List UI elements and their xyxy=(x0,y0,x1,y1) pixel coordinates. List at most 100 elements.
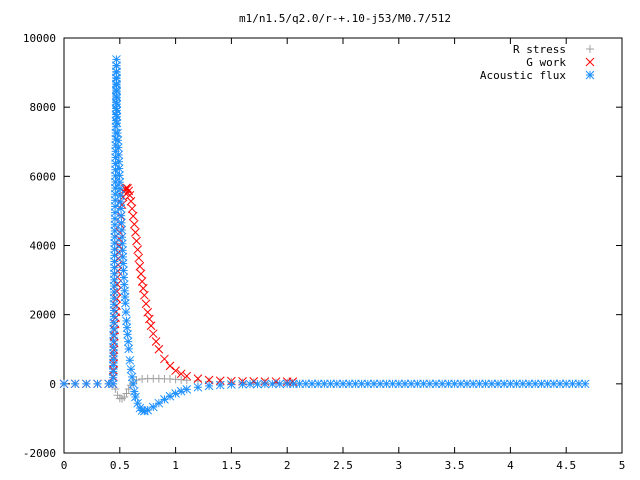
legend-label: G work xyxy=(526,56,566,69)
data-point xyxy=(138,284,148,293)
data-point xyxy=(122,316,131,326)
data-point xyxy=(117,239,127,249)
data-point xyxy=(518,379,528,389)
data-point xyxy=(151,337,161,346)
data-point xyxy=(215,376,225,386)
data-point xyxy=(132,236,141,246)
data-point xyxy=(227,380,236,389)
x-tick-label: 2 xyxy=(284,459,291,472)
x-tick-label: 5 xyxy=(619,459,626,472)
data-point xyxy=(182,371,192,381)
data-point xyxy=(176,369,186,379)
legend-label: Acoustic flux xyxy=(480,69,566,82)
data-point xyxy=(363,379,373,389)
data-point xyxy=(70,379,80,389)
data-point xyxy=(154,344,164,354)
chart-title: m1/n1.5/q2.0/r-+.10-j53/M0.7/512 xyxy=(239,12,451,25)
data-point xyxy=(127,372,137,382)
data-point xyxy=(193,382,203,392)
y-tick-label: 2000 xyxy=(30,309,57,322)
y-tick-label: 8000 xyxy=(30,101,57,114)
data-point xyxy=(110,220,120,230)
data-point xyxy=(468,379,478,389)
data-point xyxy=(137,277,147,286)
data-point xyxy=(282,379,292,389)
x-tick-label: 3 xyxy=(395,459,402,472)
data-point xyxy=(113,136,123,145)
data-point xyxy=(215,380,225,390)
plot-frame-group xyxy=(63,37,623,454)
data-point xyxy=(131,228,140,237)
data-point xyxy=(148,402,158,412)
data-point xyxy=(109,336,118,346)
data-point xyxy=(129,219,139,229)
y-tick-label: 0 xyxy=(49,378,56,391)
legend-marker xyxy=(585,70,595,80)
data-point xyxy=(301,379,311,389)
data-point xyxy=(112,118,122,128)
series-acoustic-flux xyxy=(59,55,590,416)
data-point xyxy=(139,290,149,300)
data-point xyxy=(182,385,192,394)
data-point xyxy=(128,211,138,221)
data-point xyxy=(171,366,180,376)
data-point xyxy=(135,261,145,271)
data-point xyxy=(512,379,521,389)
data-point xyxy=(81,379,91,389)
data-point xyxy=(145,314,154,324)
plot-frame xyxy=(63,37,623,454)
data-point xyxy=(115,171,124,180)
y-tick-label: 6000 xyxy=(30,170,57,183)
data-point xyxy=(123,184,132,193)
data-point xyxy=(113,143,123,152)
data-point xyxy=(93,379,102,389)
ticks-group: 0 0.5 1 1.5 2 2.5 3 3.5 4 4.5 5 -2000 0 2000 4000 6000 8… xyxy=(23,32,625,472)
data-point xyxy=(119,273,129,282)
series-group xyxy=(59,55,590,416)
data-point xyxy=(537,379,546,389)
data-point xyxy=(131,392,140,402)
data-point xyxy=(275,379,285,389)
data-point xyxy=(456,379,466,389)
data-point xyxy=(117,225,127,235)
data-point xyxy=(136,269,146,279)
y-tick-label: -2000 xyxy=(23,447,56,460)
y-tick-label: 10000 xyxy=(23,32,56,45)
data-point xyxy=(126,196,136,206)
x-tick-label: 1.5 xyxy=(221,459,241,472)
data-point xyxy=(118,259,128,268)
data-point xyxy=(123,337,133,346)
data-point xyxy=(112,74,121,83)
legend-marker xyxy=(585,57,595,67)
data-point xyxy=(128,379,138,389)
legend-label: R stress xyxy=(513,43,566,56)
data-point xyxy=(332,379,342,389)
data-point xyxy=(154,398,164,408)
data-point xyxy=(114,157,124,167)
legend-marker xyxy=(586,45,594,53)
series-g-work xyxy=(59,183,298,389)
y-tick-label: 4000 xyxy=(30,240,57,253)
data-point xyxy=(148,329,158,339)
data-point xyxy=(141,299,151,309)
data-point xyxy=(116,204,126,213)
x-tick-label: 3.5 xyxy=(445,459,465,472)
data-point xyxy=(133,245,143,255)
data-point xyxy=(118,394,127,403)
data-point xyxy=(176,386,186,396)
data-point xyxy=(112,80,122,90)
data-point xyxy=(116,211,126,221)
data-point xyxy=(125,355,135,365)
data-point xyxy=(112,93,122,102)
data-point xyxy=(245,379,255,389)
data-point xyxy=(119,266,128,275)
data-point xyxy=(193,374,203,383)
data-point xyxy=(444,379,453,389)
x-tick-label: 4.5 xyxy=(556,459,576,472)
data-point xyxy=(165,361,175,371)
data-point xyxy=(267,379,277,389)
data-point xyxy=(122,323,132,332)
data-point xyxy=(117,218,126,228)
data-point xyxy=(326,379,335,389)
